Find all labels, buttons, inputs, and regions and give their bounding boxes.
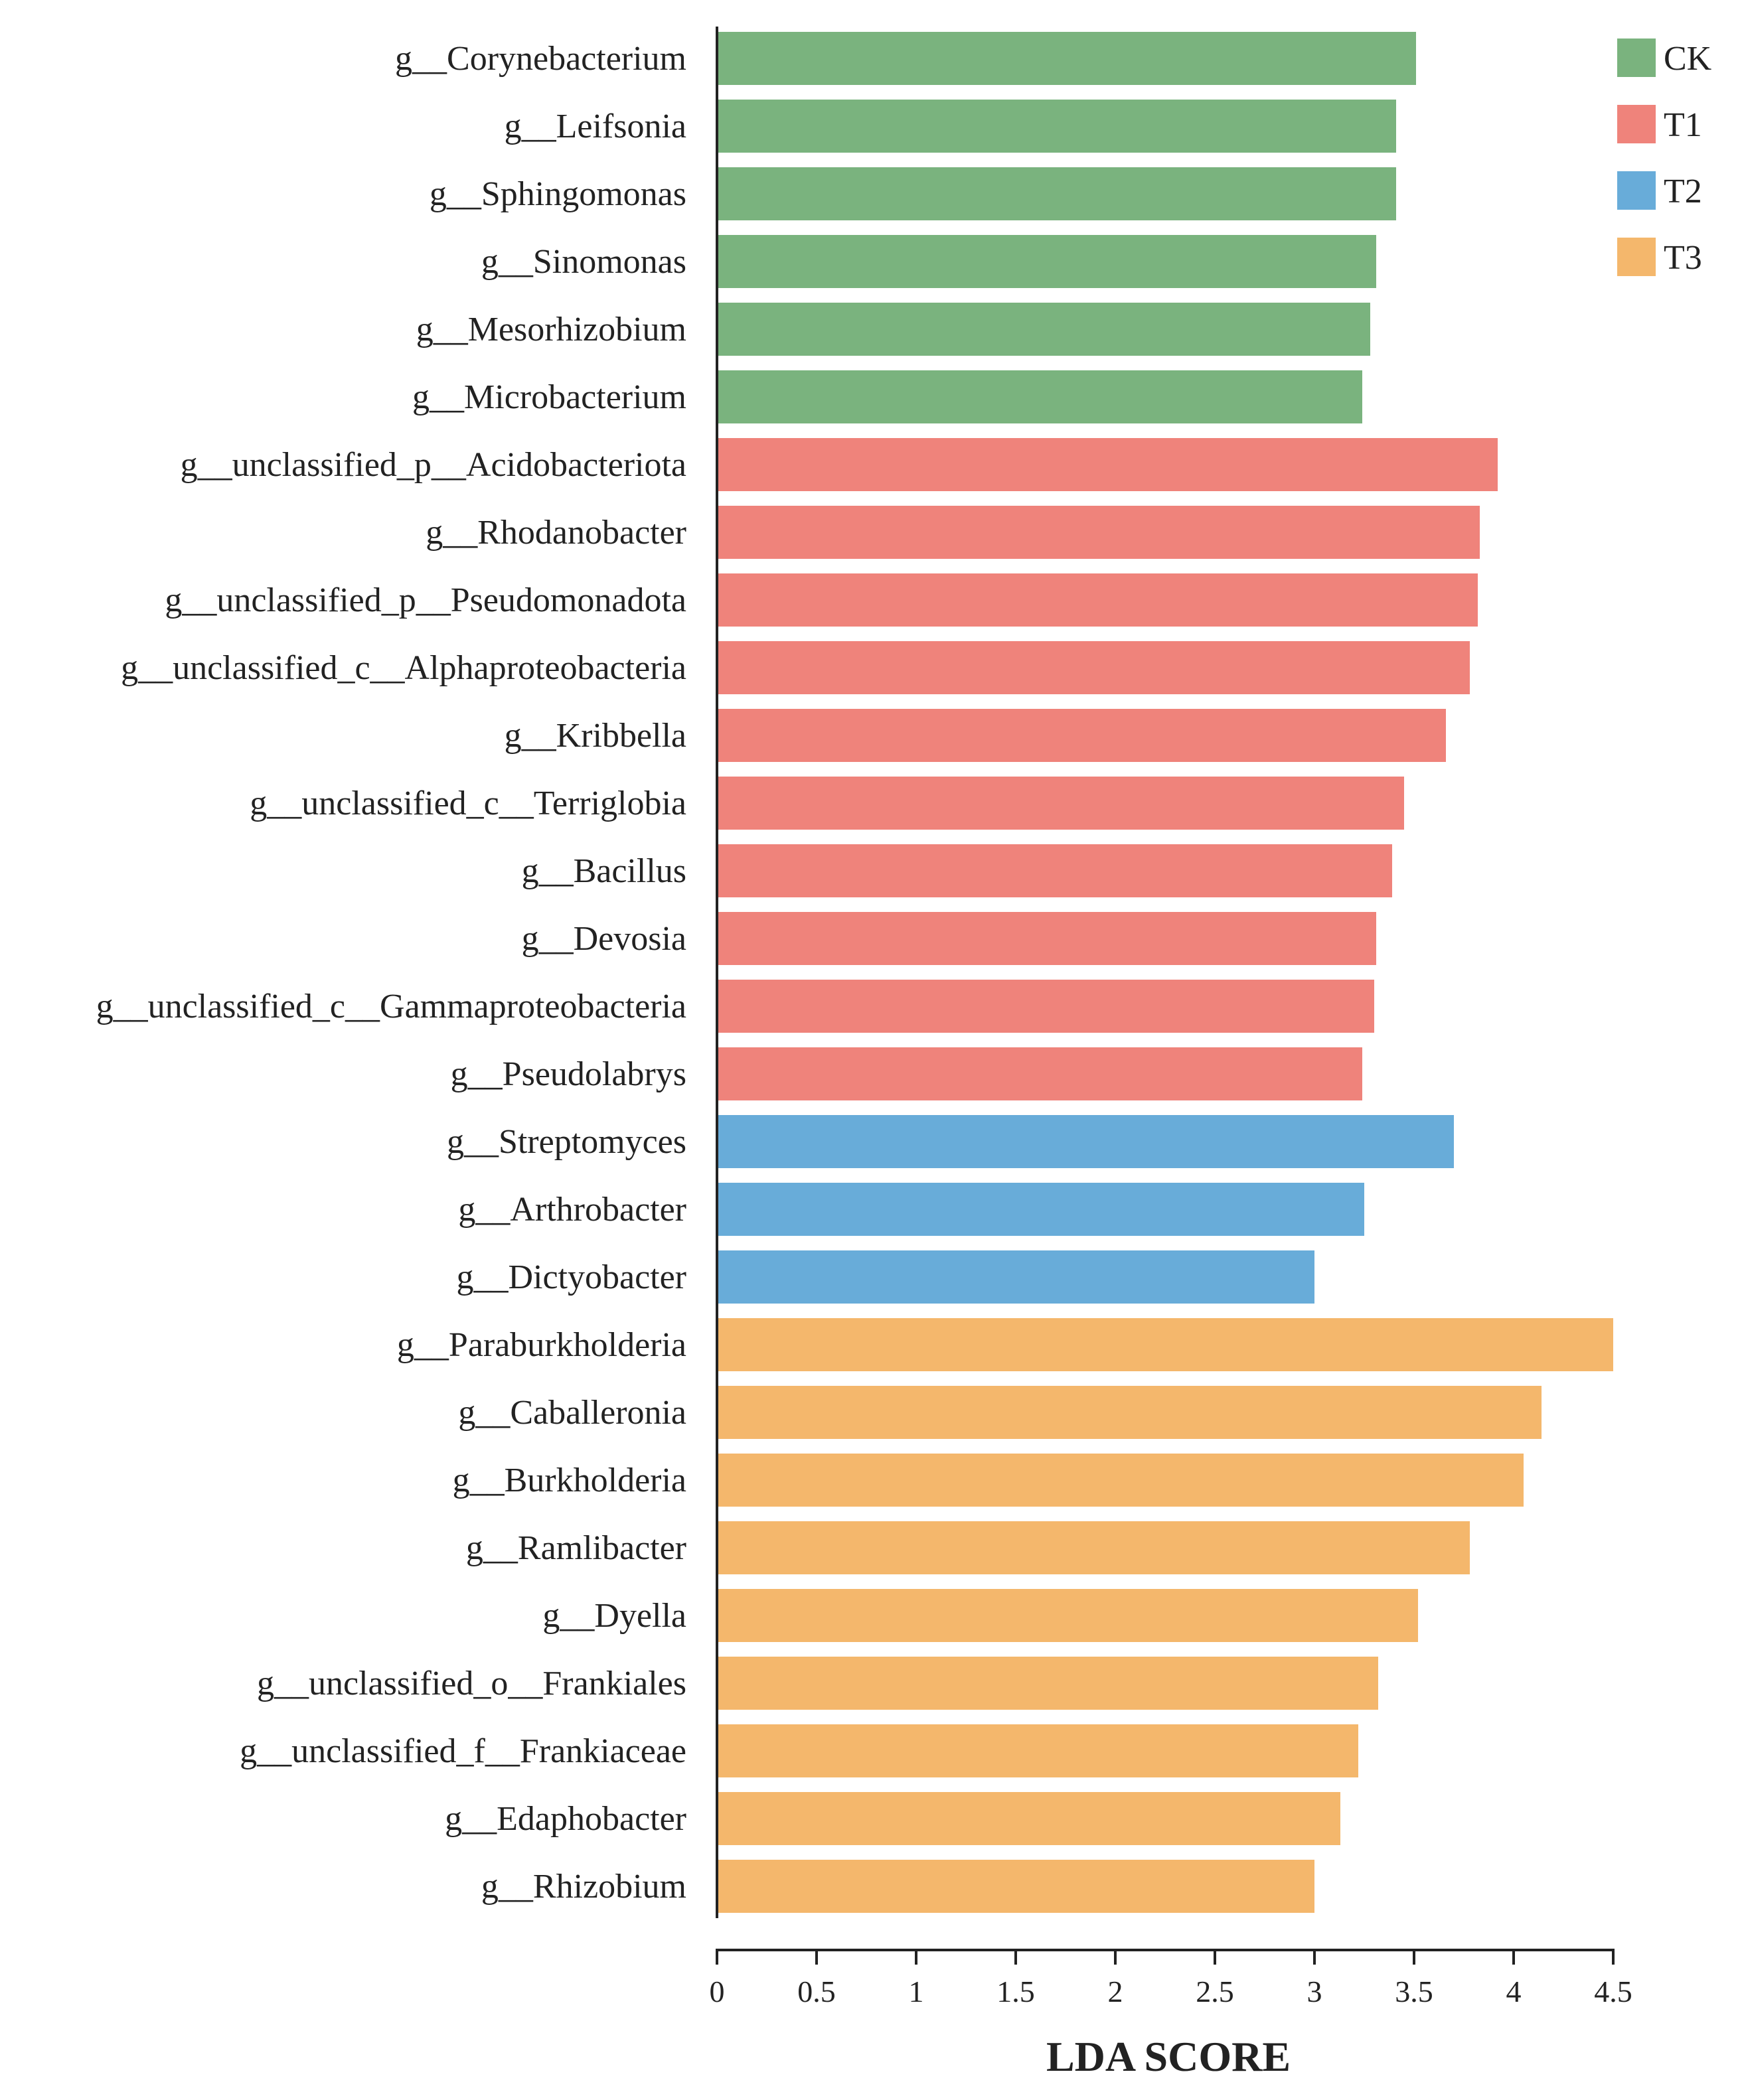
category-label: g__Burkholderia: [453, 1462, 686, 1499]
category-label: g__Corynebacterium: [395, 40, 686, 78]
x-tick-label: 3: [1307, 1975, 1322, 2008]
legend: CK T1 T2 T3: [1617, 38, 1712, 277]
x-tick-label: 1: [909, 1975, 924, 2008]
bar-g-unclassified-c-alphaproteobacteria: [717, 641, 1470, 694]
bar-g-mesorhizobium: [717, 303, 1370, 356]
category-label: g__unclassified_c__Gammaproteobacteria: [96, 988, 686, 1025]
bar-g-corynebacterium: [717, 32, 1416, 85]
category-label: g__Rhizobium: [481, 1868, 686, 1906]
category-labels: g__Corynebacterium g__Leifsonia g__Sphingo…: [96, 40, 686, 1906]
bar-g-sinomonas: [717, 235, 1376, 288]
x-tick-label: 0: [710, 1975, 725, 2008]
bar-g-unclassified-c-terriglobia: [717, 777, 1404, 830]
bar-g-rhodanobacter: [717, 506, 1480, 559]
category-label: g__Caballeronia: [458, 1394, 686, 1432]
bar-g-dictyobacter: [717, 1250, 1314, 1304]
bar-g-microbacterium: [717, 370, 1362, 423]
legend-swatch-t2: [1617, 171, 1656, 210]
legend-label-t1: T1: [1664, 106, 1702, 144]
category-label: g__Bacillus: [522, 852, 686, 890]
bar-g-ramlibacter: [717, 1521, 1470, 1574]
category-label: g__Sinomonas: [481, 243, 686, 281]
category-label: g__unclassified_f__Frankiaceae: [240, 1732, 686, 1770]
x-tick-label: 2.5: [1196, 1975, 1234, 2008]
bar-g-unclassified-p-pseudomonadota: [717, 573, 1478, 627]
category-label: g__unclassified_o__Frankiales: [257, 1665, 686, 1702]
bar-g-kribbella: [717, 709, 1446, 762]
legend-label-t2: T2: [1664, 173, 1702, 210]
bar-g-streptomyces: [717, 1115, 1454, 1168]
category-label: g__unclassified_c__Terriglobia: [250, 785, 686, 822]
category-label: g__Paraburkholderia: [397, 1326, 686, 1364]
bar-g-unclassified-f-frankiaceae: [717, 1724, 1358, 1777]
legend-label-ck: CK: [1664, 40, 1712, 78]
category-label: g__unclassified_c__Alphaproteobacteria: [121, 649, 686, 687]
x-tick-label: 0.5: [797, 1975, 836, 2008]
x-tick-label: 4: [1506, 1975, 1522, 2008]
legend-swatch-t1: [1617, 105, 1656, 143]
bar-g-arthrobacter: [717, 1183, 1364, 1236]
bar-g-unclassified-c-gammaproteobacteria: [717, 980, 1374, 1033]
bar-g-leifsonia: [717, 100, 1396, 153]
bar-g-unclassified-o-frankiales: [717, 1657, 1378, 1710]
category-label: g__Dictyobacter: [456, 1258, 686, 1296]
bar-g-unclassified-p-acidobacteriota: [717, 438, 1498, 491]
category-label: g__Leifsonia: [505, 108, 686, 145]
category-label: g__Streptomyces: [447, 1123, 686, 1161]
bar-g-pseudolabrys: [717, 1047, 1362, 1100]
category-label: g__Edaphobacter: [445, 1800, 686, 1838]
x-tick-label: 3.5: [1395, 1975, 1433, 2008]
bar-g-devosia: [717, 912, 1376, 965]
category-label: g__Kribbella: [505, 717, 686, 755]
category-label: g__unclassified_p__Pseudomonadota: [165, 581, 686, 619]
category-label: g__Rhodanobacter: [426, 514, 686, 552]
x-tick-label: 2: [1108, 1975, 1123, 2008]
bar-g-bacillus: [717, 844, 1392, 897]
bar-g-sphingomonas: [717, 167, 1396, 220]
category-label: g__Devosia: [522, 920, 686, 958]
category-label: g__Mesorhizobium: [416, 311, 686, 348]
x-axis-title: LDA SCORE: [1046, 2033, 1291, 2080]
category-label: g__Microbacterium: [412, 378, 686, 416]
bar-g-edaphobacter: [717, 1792, 1340, 1845]
axes: 0 0.5 1 1.5 2 2.5 3 3.5 4 4.5: [710, 27, 1632, 2008]
legend-swatch-t3: [1617, 238, 1656, 276]
category-label: g__Sphingomonas: [430, 175, 686, 213]
bar-g-rhizobium: [717, 1860, 1314, 1913]
legend-swatch-ck: [1617, 38, 1656, 77]
bar-g-burkholderia: [717, 1454, 1524, 1507]
bars-layer: [717, 32, 1613, 1913]
bar-g-paraburkholderia: [717, 1318, 1613, 1371]
bar-g-caballeronia: [717, 1386, 1542, 1439]
bar-g-dyella: [717, 1589, 1418, 1642]
category-label: g__Arthrobacter: [458, 1191, 686, 1229]
category-label: g__Ramlibacter: [466, 1529, 686, 1567]
x-tick-label: 4.5: [1594, 1975, 1632, 2008]
category-label: g__Dyella: [542, 1597, 686, 1635]
category-label: g__Pseudolabrys: [451, 1055, 686, 1093]
legend-label-t3: T3: [1664, 239, 1702, 277]
x-tick-label: 1.5: [996, 1975, 1035, 2008]
category-label: g__unclassified_p__Acidobacteriota: [181, 446, 686, 484]
